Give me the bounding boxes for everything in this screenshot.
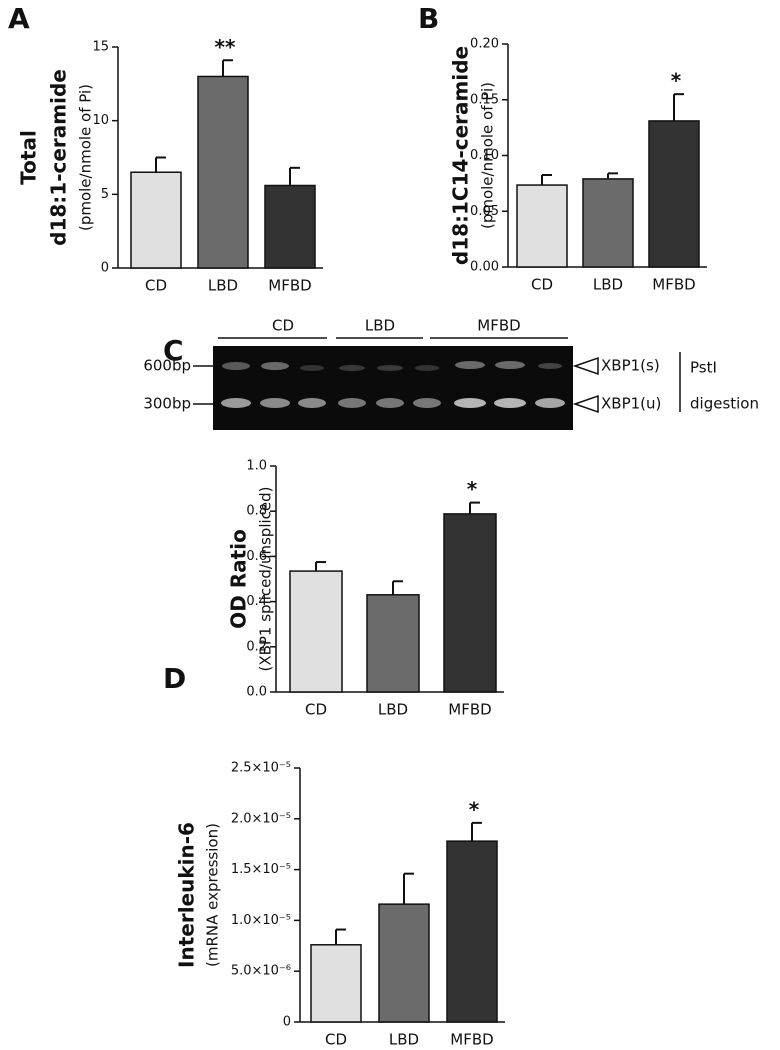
y-tick-label: 0.6 — [246, 549, 267, 564]
bar — [648, 120, 700, 268]
significance: ** — [215, 35, 236, 59]
y-axis-label: d18:1C14-ceramide — [449, 46, 473, 265]
bar — [264, 184, 316, 269]
gel-lane-label: CD — [272, 317, 294, 335]
bar — [289, 570, 343, 693]
x-tick-label: LBD — [593, 276, 623, 294]
x-tick-label: LBD — [208, 277, 238, 295]
x-tick-label: CD — [531, 276, 553, 294]
gel-lane-label: LBD — [365, 317, 395, 335]
y-tick-label: 0.20 — [470, 37, 499, 52]
bar — [130, 171, 182, 269]
y-tick-label: 0.10 — [470, 148, 499, 163]
gel-marker: 600bp — [143, 357, 191, 375]
y-tick-label: 5 — [101, 187, 109, 202]
y-tick-label: 2.0×10⁻⁵ — [231, 811, 291, 826]
x-tick-label: MFBD — [268, 277, 311, 295]
y-tick-label: 0.0 — [246, 685, 267, 700]
gel-lines — [193, 337, 681, 414]
bar — [197, 75, 249, 269]
x-tick-label: MFBD — [450, 1031, 493, 1049]
panel-letter: D — [163, 662, 186, 695]
bar — [366, 594, 420, 693]
y-tick-label: 1.0×10⁻⁵ — [231, 913, 291, 928]
y-axis-label: OD Ratio — [227, 529, 251, 629]
y-axis-sublabel: (pmole/nmole of Pi) — [77, 84, 95, 231]
y-tick-label: 0.2 — [246, 639, 267, 654]
gel: CD LBD MFBD 600bp 300bp XBP1(s) XBP1(u) … — [143, 317, 759, 430]
y-tick-label: 2.5×10⁻⁵ — [231, 761, 291, 776]
x-tick-label: CD — [145, 277, 167, 295]
x-tick-label: CD — [325, 1031, 347, 1049]
x-tick-label: CD — [305, 701, 327, 719]
y-tick-label: 0.15 — [470, 92, 499, 107]
gel-band-label: XBP1(s) — [601, 357, 660, 375]
y-axis-sublabel: (mRNA expression) — [204, 823, 222, 967]
panel-letter: A — [8, 2, 30, 35]
gel-band-label: XBP1(u) — [601, 395, 661, 413]
gel-note: digestion — [690, 395, 759, 413]
x-tick-label: MFBD — [448, 701, 491, 719]
y-tick-label: 10 — [92, 113, 109, 128]
x-tick-label: LBD — [378, 701, 408, 719]
y-axis-sublabel: (pmole/nmole of Pi) — [479, 82, 497, 229]
bar — [443, 513, 497, 693]
y-tick-label: 0 — [283, 1015, 291, 1030]
y-tick-label: 0.8 — [246, 504, 267, 519]
x-tick-label: MFBD — [652, 276, 695, 294]
gel-note: PstI — [690, 359, 717, 377]
significance: * — [671, 69, 682, 93]
bar — [446, 840, 498, 1023]
bar — [582, 178, 634, 268]
gel-bands — [221, 361, 565, 408]
significance: * — [469, 797, 480, 821]
gel-image — [213, 346, 573, 430]
y-tick-label: 0 — [101, 261, 109, 276]
bar — [310, 944, 362, 1023]
y-tick-label: 15 — [92, 40, 109, 55]
gel-marker: 300bp — [143, 395, 191, 413]
x-tick-label: LBD — [389, 1031, 419, 1049]
y-tick-label: 1.5×10⁻⁵ — [231, 862, 291, 877]
y-axis-label: Total — [17, 130, 41, 185]
bar — [516, 184, 568, 268]
gel-lane-label: MFBD — [477, 317, 520, 335]
significance: * — [467, 477, 478, 501]
y-axis-label: Interleukin-6 — [175, 822, 199, 968]
y-tick-label: 0.05 — [470, 204, 499, 219]
y-tick-label: 1.0 — [246, 459, 267, 474]
y-axis-sublabel: (XBP1 spliced/unspliced) — [257, 486, 275, 671]
panel-letter: B — [418, 2, 439, 35]
panel-letter: C — [163, 334, 184, 367]
y-tick-label: 0.4 — [246, 594, 267, 609]
bar — [378, 903, 430, 1023]
y-axis-label: d18:1-ceramide — [47, 69, 71, 246]
y-tick-label: 5.0×10⁻⁶ — [231, 964, 291, 979]
y-tick-label: 0.00 — [470, 260, 499, 275]
